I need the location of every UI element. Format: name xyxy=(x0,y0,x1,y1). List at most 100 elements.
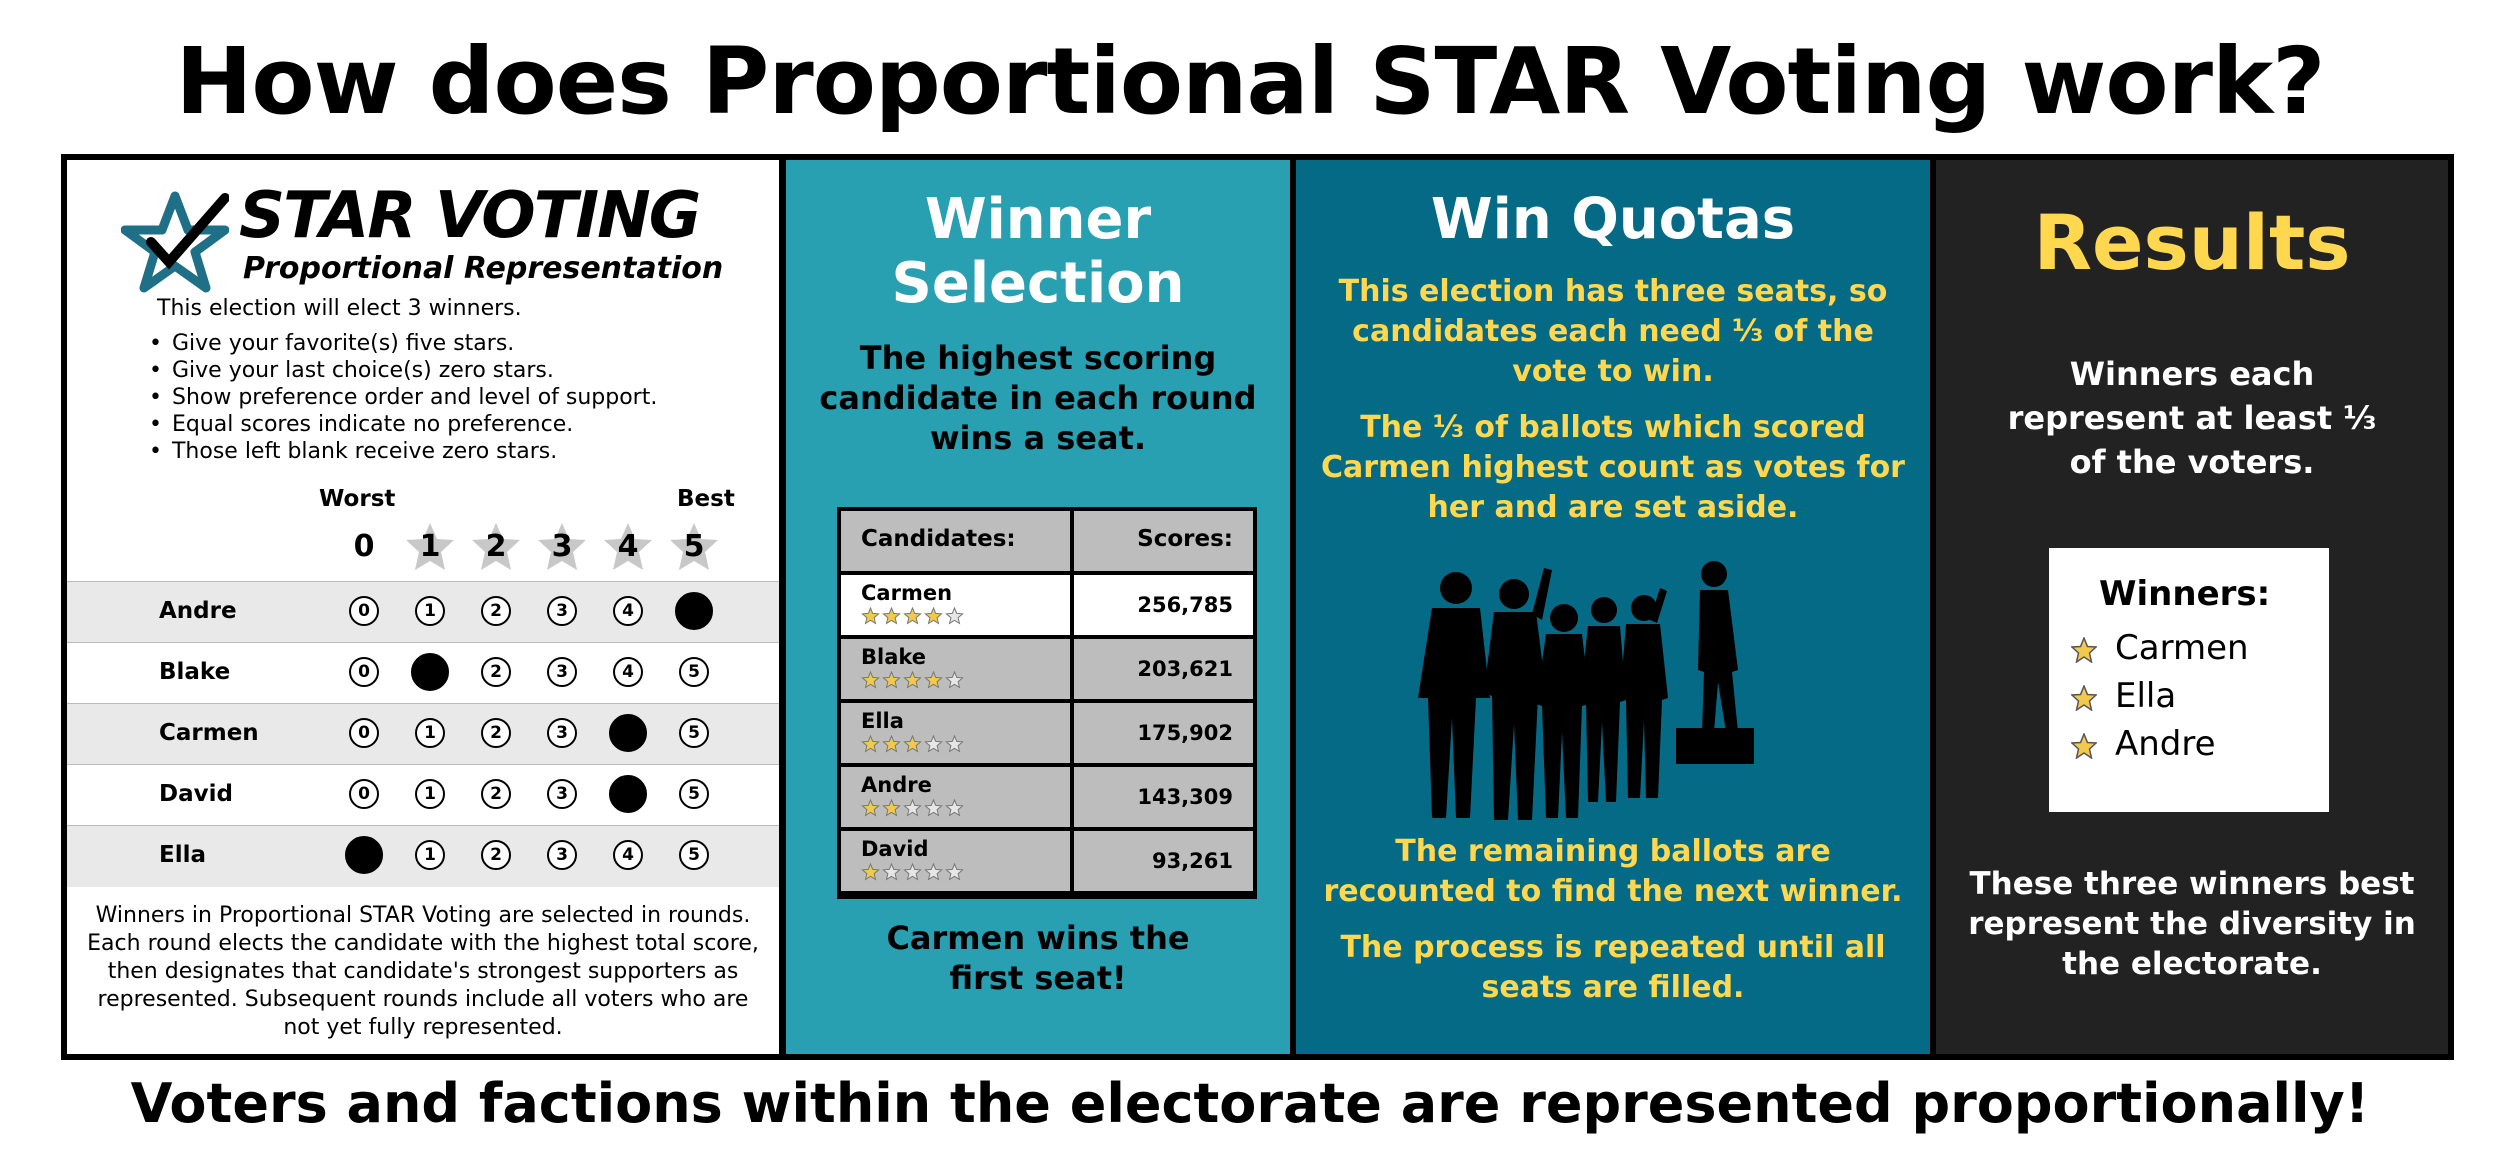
footer-title: Voters and factions within the electorat… xyxy=(130,1072,2370,1135)
star-empty-icon xyxy=(924,798,943,817)
winner-name: Carmen xyxy=(2115,628,2249,668)
ballot-note: Winners in Proportional STAR Voting are … xyxy=(87,903,759,1040)
bubble-option[interactable]: 3 xyxy=(547,840,577,870)
bubble-option[interactable]: 2 xyxy=(481,596,511,626)
star-filled-icon xyxy=(903,606,922,625)
rating-stars xyxy=(861,734,964,755)
score-candidate-name: Blake xyxy=(861,645,927,669)
bubble-option[interactable]: 4 xyxy=(613,657,643,687)
quotas-para-3: The remaining ballots are recounted to f… xyxy=(1323,834,1903,909)
bubble-option[interactable]: 3 xyxy=(547,657,577,687)
bubble-option[interactable]: 3 xyxy=(547,718,577,748)
bubble-option[interactable]: 4 xyxy=(613,596,643,626)
instruction-item: Give your last choice(s) zero stars. xyxy=(149,357,657,384)
bubble-option[interactable]: 2 xyxy=(481,840,511,870)
ballot-row: Ella 1 2 3 4 5 xyxy=(67,825,779,887)
scale-number: 4 xyxy=(603,522,653,572)
bubble-filled[interactable] xyxy=(675,592,713,630)
winners-box: Winners: Carmen Ella Andre xyxy=(2049,548,2329,812)
bubble-option[interactable]: 2 xyxy=(481,657,511,687)
scale-star-icon xyxy=(472,523,520,570)
instruction-item: Show preference order and level of suppo… xyxy=(149,384,657,411)
star-empty-icon xyxy=(945,862,964,881)
bubble-option[interactable]: 5 xyxy=(679,840,709,870)
star-check-icon xyxy=(121,191,229,293)
bubble-option[interactable]: 0 xyxy=(349,718,379,748)
bubble-option[interactable]: 0 xyxy=(349,657,379,687)
instruction-item: Give your favorite(s) five stars. xyxy=(149,330,657,357)
star-filled-icon xyxy=(861,606,880,625)
winner-item: Andre xyxy=(2070,724,2216,764)
scale-number-text: 4 xyxy=(617,529,639,564)
ballot-candidate-name: Blake xyxy=(159,659,231,685)
bubble-option[interactable]: 3 xyxy=(547,596,577,626)
score-table-row: Ella 175,902 xyxy=(841,703,1253,763)
bubble-option[interactable]: 2 xyxy=(481,718,511,748)
results-body: Winners each represent at least ⅓ of the… xyxy=(2007,355,2377,481)
ballot-row: Andre 0 1 2 3 4 xyxy=(67,581,779,643)
bubble-option[interactable]: 4 xyxy=(613,840,643,870)
bubble-option[interactable]: 1 xyxy=(415,718,445,748)
col-candidates: Candidates: xyxy=(861,526,1016,552)
bubble-option[interactable]: 2 xyxy=(481,779,511,809)
score-table-row: Carmen 256,785 xyxy=(841,575,1253,635)
star-filled-icon xyxy=(861,670,880,689)
table-divider xyxy=(1070,511,1074,895)
selection-footer: Carmen wins the first seat! xyxy=(886,919,1190,997)
winner-item: Ella xyxy=(2070,676,2176,716)
bubble-option[interactable]: 1 xyxy=(415,779,445,809)
rating-stars xyxy=(861,798,964,819)
winner-selection-panel: Winner Selection The highest scoring can… xyxy=(786,160,1290,1054)
star-empty-icon xyxy=(903,798,922,817)
scale-number-text: 5 xyxy=(683,529,705,564)
quotas-para-4: The process is repeated until all seats … xyxy=(1340,930,1886,1005)
ballot-row: David 0 1 2 3 5 xyxy=(67,764,779,826)
bubble-option[interactable]: 5 xyxy=(679,718,709,748)
star-empty-icon xyxy=(945,734,964,753)
bubble-option[interactable]: 0 xyxy=(349,596,379,626)
quotas-title: Win Quotas xyxy=(1430,187,1796,252)
star-empty-icon xyxy=(903,862,922,881)
score-value: 203,621 xyxy=(1137,657,1233,681)
scale-number: 2 xyxy=(471,522,521,572)
bubble-option[interactable]: 1 xyxy=(415,840,445,870)
bubble-option[interactable]: 3 xyxy=(547,779,577,809)
star-filled-icon xyxy=(882,798,901,817)
logo-subtitle: Proportional Representation xyxy=(243,251,724,286)
selection-title: Winner Selection xyxy=(891,187,1185,316)
winner-item: Carmen xyxy=(2070,628,2249,668)
ballot-row: Blake 0 2 3 4 5 xyxy=(67,642,779,704)
ballot-candidate-name: Carmen xyxy=(159,720,259,746)
ballot-intro: This election will elect 3 winners. xyxy=(157,296,522,321)
winners-label: Winners: xyxy=(2099,574,2271,614)
scale-number: 1 xyxy=(405,522,455,572)
crowd-silhouette-icon xyxy=(1418,561,1754,820)
scale-number: 3 xyxy=(537,522,587,572)
score-table-header: Candidates: Scores: xyxy=(841,511,1253,571)
win-quotas-panel: Win Quotas This election has three seats… xyxy=(1296,160,1930,1054)
scale-number: 5 xyxy=(669,522,719,572)
bubble-filled[interactable] xyxy=(345,836,383,874)
scale-star-icon xyxy=(406,523,454,570)
winner-star-icon xyxy=(2070,684,2098,712)
winner-star-icon xyxy=(2070,732,2098,760)
rating-stars xyxy=(861,862,964,883)
bubble-option[interactable]: 5 xyxy=(679,779,709,809)
bubble-option[interactable]: 5 xyxy=(679,657,709,687)
bubble-option[interactable]: 0 xyxy=(349,779,379,809)
worst-label: Worst xyxy=(319,486,396,512)
bubble-filled[interactable] xyxy=(609,775,647,813)
bubble-filled[interactable] xyxy=(609,714,647,752)
winner-name: Andre xyxy=(2115,724,2216,764)
star-filled-icon xyxy=(903,670,922,689)
bubble-option[interactable]: 1 xyxy=(415,596,445,626)
quotas-para-1: This election has three seats, so candid… xyxy=(1338,274,1888,389)
best-label: Best xyxy=(677,486,735,512)
ballot-panel: STAR VOTING Proportional Representation … xyxy=(67,160,779,1054)
results-footer: These three winners best represent the d… xyxy=(1968,866,2416,982)
results-title: Results xyxy=(2033,198,2351,287)
star-filled-icon xyxy=(882,734,901,753)
scale-star-icon xyxy=(538,523,586,570)
score-candidate-name: Carmen xyxy=(861,581,953,605)
bubble-filled[interactable] xyxy=(411,653,449,691)
